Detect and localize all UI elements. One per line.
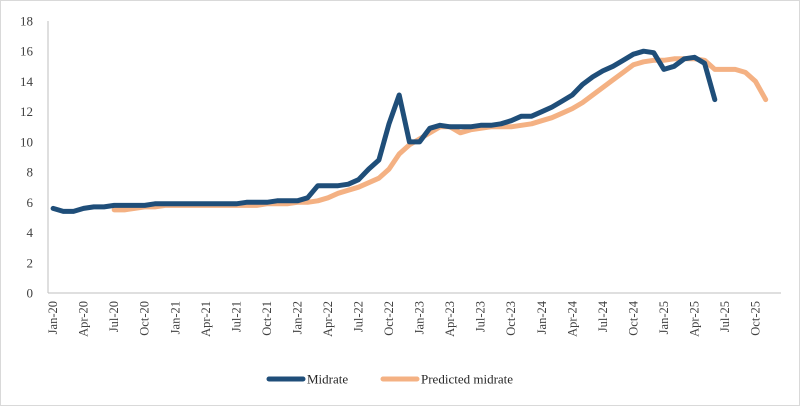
- x-tick-label: Jan-21: [168, 301, 182, 334]
- x-tick-label: Apr-20: [77, 301, 91, 337]
- x-tick-label: Jul-23: [474, 301, 488, 332]
- legend-label-predicted-midrate: Predicted midrate: [421, 372, 513, 387]
- x-tick-label: Oct-21: [260, 301, 274, 336]
- legend-label-midrate: Midrate: [307, 372, 348, 387]
- y-tick-label: 14: [20, 74, 34, 89]
- y-axis-ticks: 0 2 4 6 8 10 12 14 16 18: [20, 14, 34, 301]
- y-tick-label: 4: [27, 225, 34, 240]
- y-tick-label: 0: [27, 286, 34, 301]
- x-tick-label: Oct-22: [382, 301, 396, 336]
- x-tick-label: Oct-24: [626, 300, 640, 335]
- x-tick-label: Oct-25: [749, 301, 763, 336]
- x-tick-label: Apr-23: [443, 301, 457, 337]
- y-tick-label: 8: [27, 165, 34, 180]
- y-tick-label: 18: [20, 14, 33, 29]
- y-tick-label: 6: [27, 195, 34, 210]
- x-tick-label: Jul-20: [107, 301, 121, 332]
- x-tick-label: Jul-21: [229, 301, 243, 332]
- series-line-midrate: [50, 48, 718, 214]
- x-tick-label: Jan-23: [413, 301, 427, 334]
- x-tick-label: Apr-24: [565, 300, 579, 337]
- y-tick-label: 10: [20, 134, 33, 149]
- axes: [47, 21, 781, 294]
- x-axis-ticks: Jan-20 Apr-20 Jul-20 Oct-20 Jan-21 Apr-21 Jul-…: [46, 300, 762, 337]
- x-tick-label: Oct-20: [138, 301, 152, 336]
- x-tick-label: Jan-20: [46, 301, 60, 334]
- x-tick-label: Jul-24: [596, 300, 610, 332]
- legend: Midrate Predicted midrate: [266, 372, 513, 387]
- series-layer: [50, 48, 769, 214]
- x-tick-label: Apr-21: [199, 301, 213, 337]
- y-tick-label: 16: [20, 44, 34, 59]
- x-tick-label: Jan-22: [290, 301, 304, 334]
- y-tick-label: 2: [27, 255, 34, 270]
- x-tick-label: Jan-24: [535, 300, 549, 334]
- x-tick-label: Jul-25: [718, 301, 732, 332]
- y-tick-label: 12: [20, 104, 33, 119]
- x-tick-label: Oct-23: [504, 301, 518, 336]
- series-line-predicted-midrate: [111, 56, 769, 213]
- x-tick-label: Apr-22: [321, 301, 335, 337]
- x-tick-label: Jan-25: [657, 301, 671, 334]
- x-tick-label: Apr-25: [687, 301, 701, 337]
- x-tick-label: Jul-22: [352, 301, 366, 332]
